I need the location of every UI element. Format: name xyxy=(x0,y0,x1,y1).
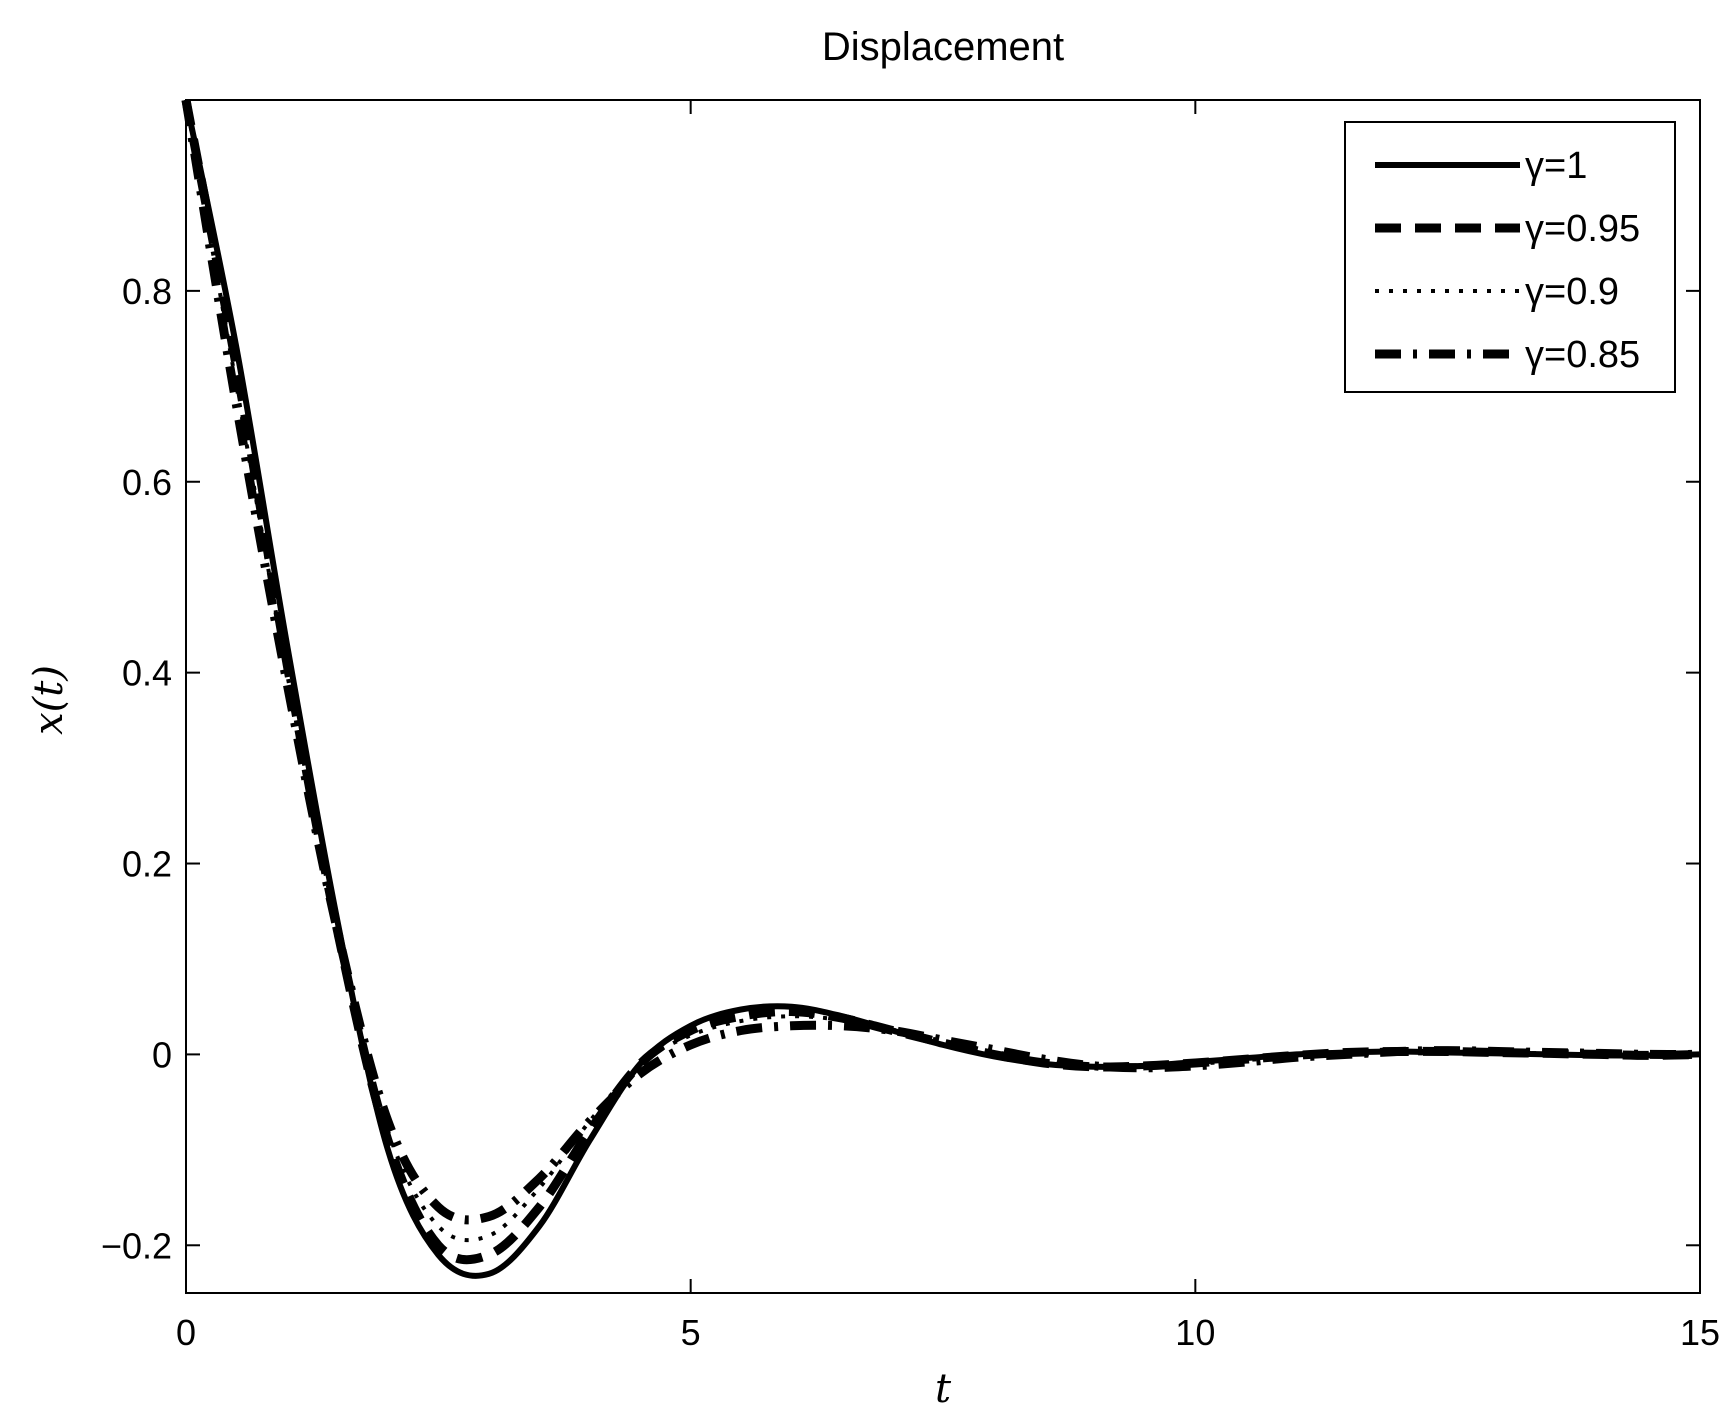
legend: γ=1 γ=0.95 γ=0.9 γ=0.85 xyxy=(1344,121,1676,393)
legend-entries: γ=1 γ=0.95 γ=0.9 γ=0.85 xyxy=(1375,145,1640,376)
y-tick-label: 0.2 xyxy=(122,844,172,885)
plot-frame xyxy=(185,99,1701,1294)
y-tick-label: 0.6 xyxy=(122,462,172,503)
ticks-layer: 0 5 10 15 −0.2 0 0.2 0.4 0.6 0.8 xyxy=(101,100,1720,1353)
x-tick-label: 15 xyxy=(1680,1312,1720,1353)
x-axis-label: t xyxy=(935,1366,952,1412)
y-tick-label: −0.2 xyxy=(101,1225,172,1266)
legend-label-3: γ=0.9 xyxy=(1525,271,1619,313)
x-tick-label: 5 xyxy=(681,1312,701,1353)
y-tick-label: 0.8 xyxy=(122,271,172,312)
y-axis-label: x(t) xyxy=(26,665,72,735)
legend-label-2: γ=0.95 xyxy=(1525,208,1640,250)
chart-title: Displacement xyxy=(822,25,1064,69)
y-tick-label: 0 xyxy=(152,1034,172,1075)
series-layer xyxy=(181,99,1701,1279)
x-tick-label: 10 xyxy=(1175,1312,1215,1353)
series-line-3 xyxy=(184,99,1701,1243)
x-tick-label: 0 xyxy=(176,1312,196,1353)
legend-label-4: γ=0.85 xyxy=(1525,334,1640,376)
y-tick-label: 0.4 xyxy=(122,653,172,694)
legend-label-1: γ=1 xyxy=(1525,145,1587,187)
